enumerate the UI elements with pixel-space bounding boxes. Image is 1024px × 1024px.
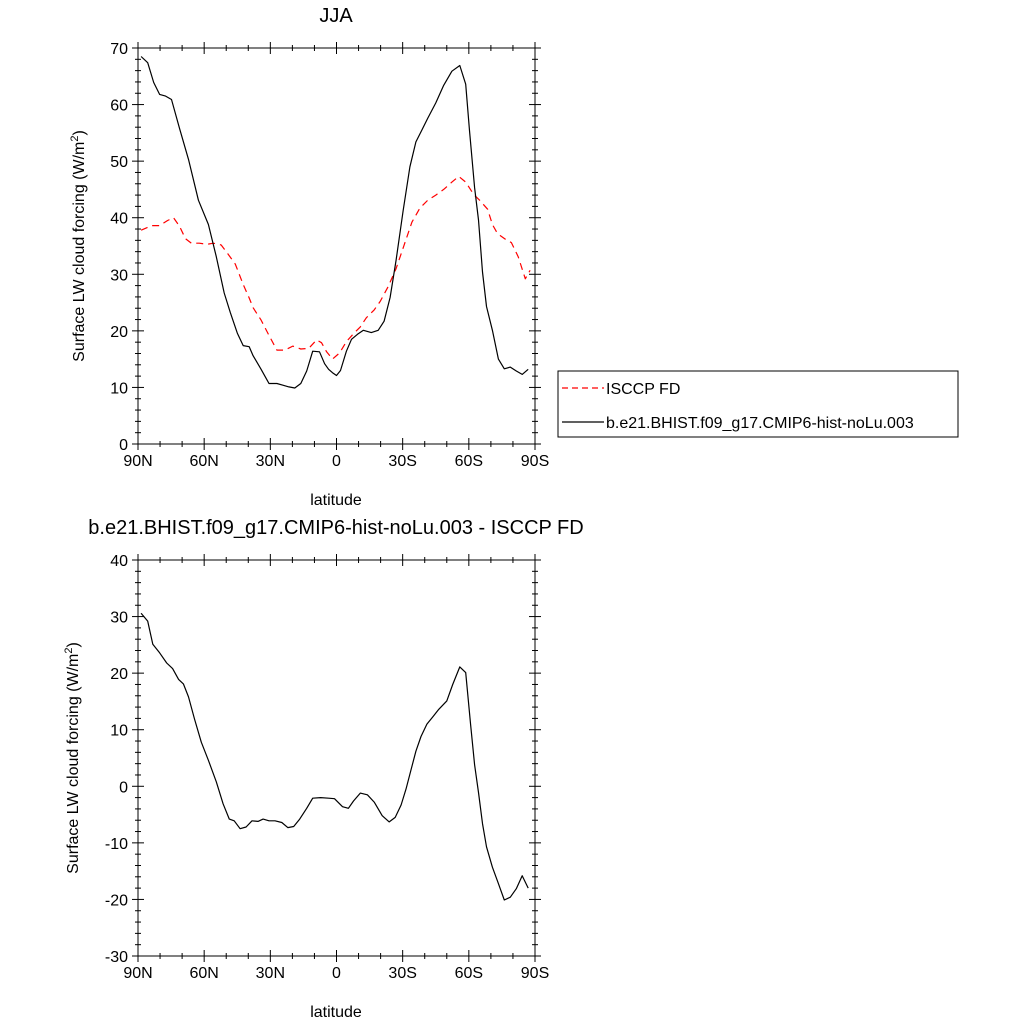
- top-ytick-label: 70: [110, 41, 128, 58]
- bottom-ytick-label: 10: [110, 723, 128, 740]
- top-chart-ylabel-main: Surface LW cloud forcing (W/m: [71, 142, 88, 362]
- top-ytick-label: 0: [119, 437, 128, 454]
- top-ytick-label: 30: [110, 267, 128, 284]
- bottom-ytick-label: -10: [105, 836, 128, 853]
- top-chart-ylabel: Surface LW cloud forcing (W/m2): [69, 130, 88, 362]
- bottom-ytick-label: 30: [110, 610, 128, 627]
- bottom-series-line-0: [140, 612, 529, 901]
- legend-label-model: b.e21.BHIST.f09_g17.CMIP6-hist-noLu.003: [606, 415, 914, 432]
- top-chart-series: [140, 56, 531, 389]
- top-chart-xlabel: latitude: [310, 492, 362, 509]
- top-series-line-1: [140, 56, 529, 389]
- top-xtick-label: 0: [332, 453, 341, 470]
- bottom-ytick-label: 20: [110, 666, 128, 683]
- bottom-xtick-label: 90S: [521, 965, 549, 982]
- bottom-chart-ylabel-sup: 2: [63, 647, 75, 653]
- top-xtick-label: 30S: [388, 453, 416, 470]
- legend-label-isccp: ISCCP FD: [606, 381, 680, 398]
- top-ytick-label: 50: [110, 154, 128, 171]
- top-chart-ticks: 90N 60N 30N 0 30S 60S 90S 0 10 20 30 40 50 60 70: [110, 41, 549, 470]
- bottom-ytick-label: -20: [105, 892, 128, 909]
- bottom-chart-ylabel: Surface LW cloud forcing (W/m2): [63, 642, 82, 874]
- bottom-chart-plot-frame: [137, 559, 536, 957]
- bottom-chart: b.e21.BHIST.f09_g17.CMIP6-hist-noLu.003 …: [63, 517, 584, 1021]
- top-ytick-label: 40: [110, 211, 128, 228]
- bottom-ytick-label: 40: [110, 553, 128, 570]
- top-xtick-label: 60S: [455, 453, 483, 470]
- bottom-ytick-label: -30: [105, 949, 128, 966]
- top-xtick-label: 90S: [521, 453, 549, 470]
- top-ytick-label: 20: [110, 324, 128, 341]
- bottom-xtick-label: 60N: [189, 965, 218, 982]
- top-chart-ylabel-end: ): [71, 130, 88, 135]
- bottom-xtick-label: 0: [332, 965, 341, 982]
- bottom-xtick-label: 30S: [388, 965, 416, 982]
- top-chart-legend: ISCCP FD b.e21.BHIST.f09_g17.CMIP6-hist-…: [557, 370, 959, 438]
- top-xtick-label: 30N: [256, 453, 285, 470]
- bottom-xtick-label: 90N: [123, 965, 152, 982]
- top-ytick-label: 60: [110, 98, 128, 115]
- legend-box: [557, 370, 959, 438]
- bottom-chart-xlabel: latitude: [310, 1004, 362, 1021]
- top-series-line-0: [140, 175, 531, 360]
- top-chart-ylabel-sup: 2: [69, 135, 81, 141]
- top-chart: JJA 90N 60N 30N 0 30S 60S 90S 0 10 20 30 40 50 60 70 l…: [69, 5, 959, 509]
- bottom-ytick-label: 0: [119, 779, 128, 796]
- bottom-chart-series: [140, 612, 529, 901]
- top-chart-title: JJA: [319, 5, 353, 27]
- top-xtick-label: 60N: [189, 453, 218, 470]
- bottom-chart-title: b.e21.BHIST.f09_g17.CMIP6-hist-noLu.003 …: [88, 517, 583, 539]
- bottom-xtick-label: 30N: [256, 965, 285, 982]
- bottom-chart-ticks: 90N 60N 30N 0 30S 60S 90S -30 -20 -10 0 10 20 30 40: [105, 553, 549, 982]
- bottom-chart-ylabel-end: ): [65, 642, 82, 647]
- bottom-xtick-label: 60S: [455, 965, 483, 982]
- top-chart-plot-frame: [137, 47, 536, 445]
- top-xtick-label: 90N: [123, 453, 152, 470]
- top-ytick-label: 10: [110, 380, 128, 397]
- bottom-chart-ylabel-main: Surface LW cloud forcing (W/m: [65, 654, 82, 874]
